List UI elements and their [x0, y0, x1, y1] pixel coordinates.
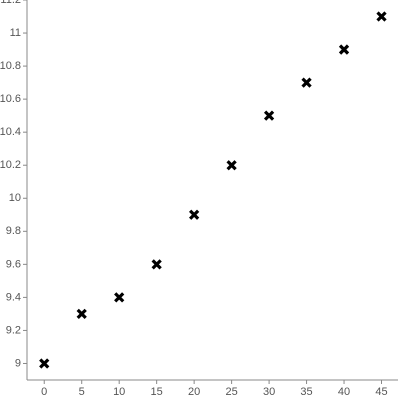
- point: [189, 209, 200, 220]
- y-tick-label: 9.2: [6, 324, 21, 336]
- y-tick-label: 10.6: [0, 93, 21, 105]
- point: [263, 110, 275, 121]
- x-tick-label: 0: [41, 386, 47, 398]
- x-tick-label: 10: [113, 386, 125, 398]
- point: [376, 11, 387, 22]
- y-tick-label: 9.8: [6, 225, 21, 237]
- x-tick-label: 45: [375, 386, 387, 398]
- x-tick-label: 5: [79, 386, 85, 398]
- point: [338, 44, 350, 55]
- x-tick-label: 35: [300, 386, 312, 398]
- y-tick-label: 10.2: [0, 159, 21, 171]
- y-tick-label: 10: [9, 192, 21, 204]
- x-tick-label: 40: [338, 386, 350, 398]
- y-tick-label: 9.6: [6, 258, 21, 270]
- point: [151, 259, 162, 270]
- y-tick-label: 10.8: [0, 60, 21, 72]
- x-tick-label: 15: [151, 386, 163, 398]
- y-tick-label: 11: [10, 27, 21, 39]
- x-tick-label: 30: [263, 386, 275, 398]
- x-tick-label: 20: [188, 386, 200, 398]
- point: [39, 358, 50, 369]
- y-tick-label: 9: [15, 357, 21, 369]
- y-tick-label: 11.2: [0, 0, 21, 6]
- point: [76, 308, 87, 320]
- y-tick-label: 10.4: [0, 126, 21, 138]
- point: [114, 292, 125, 303]
- x-tick-label: 25: [225, 386, 237, 398]
- point: [301, 77, 312, 88]
- y-tick-label: 9.4: [6, 291, 21, 303]
- point: [226, 160, 237, 171]
